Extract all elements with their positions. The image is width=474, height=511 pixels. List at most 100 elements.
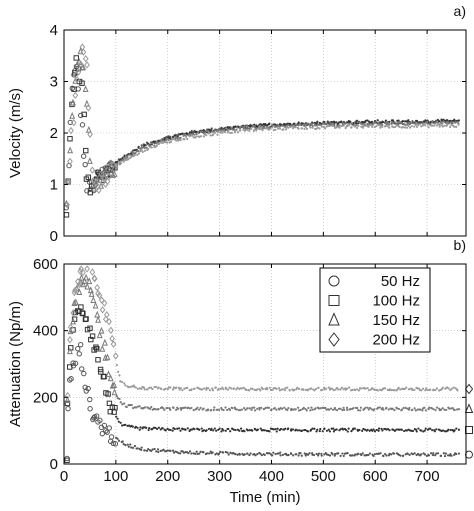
data-point [405,386,408,389]
data-point [179,429,182,432]
data-point [272,428,275,431]
data-point [415,125,418,129]
data-point [98,170,104,178]
data-point [413,407,416,410]
data-point [200,427,203,430]
data-point [323,453,326,456]
data-point [67,377,73,383]
data-point [142,386,145,389]
data-point [404,453,407,456]
data-point [99,306,106,314]
data-point [360,125,363,128]
data-point [321,406,324,409]
data-point [379,452,382,455]
data-point [391,121,394,125]
data-point [175,386,178,389]
data-point [424,119,427,122]
data-point [273,406,276,410]
data-point [330,387,334,390]
data-point [153,385,156,389]
data-point [453,125,456,128]
data-point [115,395,118,398]
data-point [331,124,334,127]
data-point [83,99,90,107]
data-point [136,426,139,429]
data-point [432,408,435,411]
data-point [83,147,89,154]
data-point [230,131,234,134]
data-point [342,406,345,409]
data-point [165,141,169,144]
data-point [260,453,263,457]
data-point [105,370,112,378]
data-point [85,385,91,392]
data-point [211,387,214,390]
data-point [187,452,190,455]
data-point [357,124,360,128]
data-point [331,453,334,456]
data-point [90,296,97,303]
data-point [133,153,136,157]
data-point [66,364,73,370]
data-point [186,427,189,430]
data-point [116,165,119,168]
data-point [243,126,246,129]
data-point [199,450,202,453]
y-tick-label: 0 [50,456,58,473]
data-point [236,131,239,134]
data-point [348,122,351,125]
data-point [297,121,300,124]
data-point [118,374,121,377]
data-point [211,389,215,392]
data-point [397,386,400,389]
data-point [256,407,259,410]
data-point [156,448,160,451]
data-point [384,124,387,128]
data-point [421,387,425,390]
data-point [67,146,74,154]
data-point [330,427,333,430]
data-point [180,408,183,411]
data-point [137,146,140,149]
data-point [289,122,292,125]
data-point [431,453,435,457]
data-point [202,129,205,132]
data-point [79,122,86,128]
data-point [420,389,423,392]
data-point [65,405,71,412]
data-point [84,265,90,273]
data-point [333,124,336,128]
data-point [122,160,125,163]
data-point [357,409,360,412]
y-tick-label: 0 [50,228,58,245]
data-point [407,124,410,127]
data-point [287,427,290,430]
data-point [64,201,71,209]
data-point [419,122,422,125]
data-point [354,122,358,125]
data-point [324,406,327,410]
data-point [75,346,81,352]
y-tick-label: 400 [33,323,58,340]
data-point [414,428,418,431]
data-point [410,125,413,128]
data-point [387,408,390,411]
data-point [125,154,129,157]
data-point [263,453,266,457]
data-point [453,408,456,412]
data-point [453,118,456,121]
data-point [222,451,225,454]
data-point [348,386,351,389]
data-point [408,406,411,410]
data-point [451,121,454,124]
data-point [415,123,418,126]
data-point [183,387,186,390]
data-point [314,387,318,391]
data-point [121,403,124,406]
data-point [124,423,127,426]
data-point [184,406,187,409]
data-point [310,122,313,126]
data-point [390,389,393,392]
data-point [290,452,293,456]
